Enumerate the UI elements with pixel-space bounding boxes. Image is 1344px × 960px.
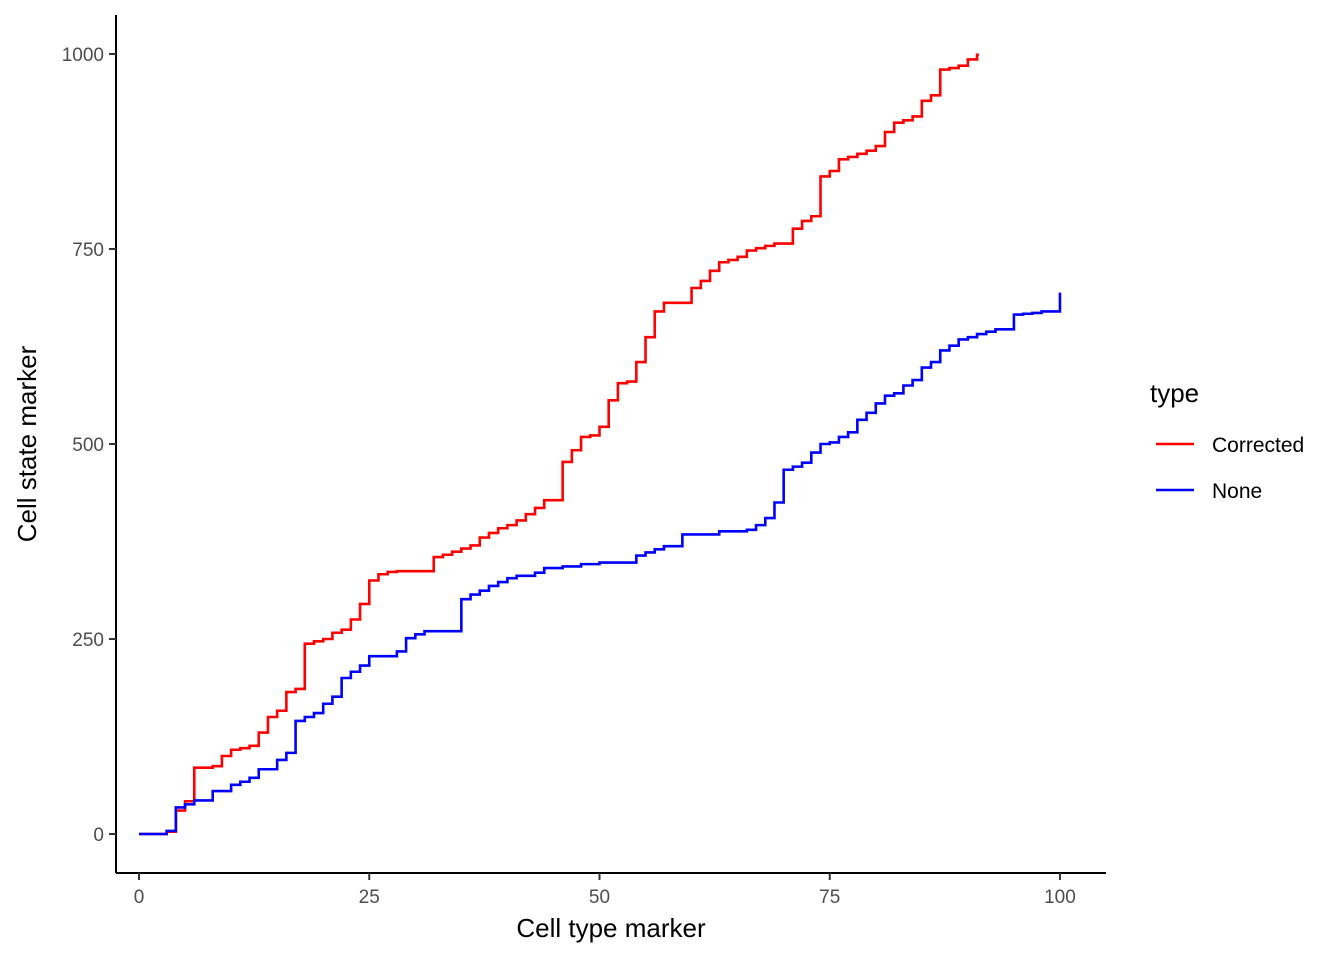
y-tick-label: 1000 — [62, 45, 104, 66]
y-tick-label: 750 — [72, 240, 104, 261]
series-line-none — [139, 292, 1062, 836]
y-axis-title: Cell state marker — [12, 345, 42, 542]
x-tick-label: 50 — [589, 887, 610, 908]
x-tick-label: 25 — [359, 887, 380, 908]
legend-title: type — [1150, 378, 1199, 408]
series-line-corrected — [139, 53, 979, 836]
legend: type Corrected None — [1150, 378, 1304, 503]
y-tick-label: 500 — [72, 435, 104, 456]
x-axis-title: Cell type marker — [516, 913, 706, 943]
plot-area — [139, 53, 1062, 836]
y-tick-label: 250 — [72, 630, 104, 651]
x-tick-label: 100 — [1044, 887, 1076, 908]
y-tick-label: 0 — [93, 825, 104, 846]
legend-label-corrected: Corrected — [1212, 434, 1304, 457]
x-tick-label: 75 — [819, 887, 840, 908]
legend-label-none: None — [1212, 480, 1262, 503]
x-tick-label: 0 — [134, 887, 145, 908]
